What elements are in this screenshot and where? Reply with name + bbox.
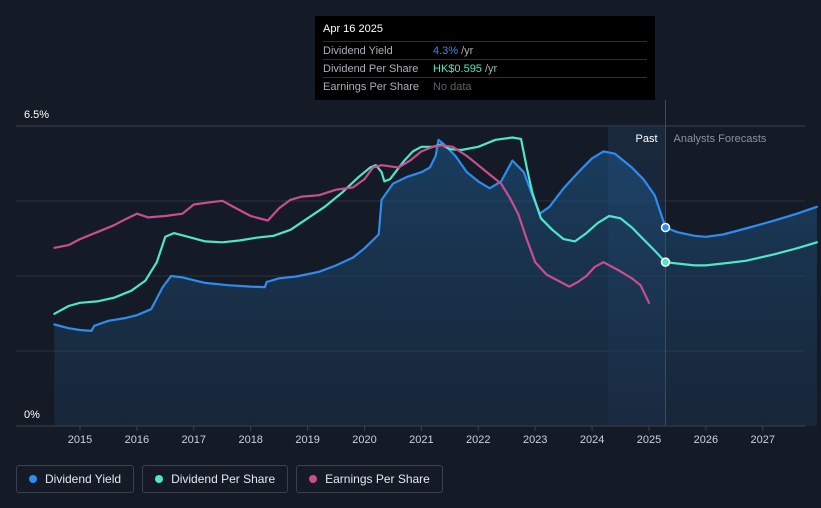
x-tick-label: 2026 (694, 434, 718, 446)
legend-label: Dividend Per Share (171, 472, 276, 486)
tooltip-value: 4.3% (433, 44, 459, 57)
x-tick-label: 2020 (352, 434, 376, 446)
y-axis-bottom-label: 0% (24, 409, 40, 421)
dividend-per-share-marker (660, 257, 671, 267)
tooltip-value: HK$0.595 (433, 62, 482, 75)
tooltip-row-earnings-per-share: Earnings Per Share No data (323, 77, 647, 95)
x-tick-label: 2015 (68, 434, 92, 446)
legend-label: Dividend Yield (45, 472, 122, 486)
dividend-yield-line (53, 138, 818, 332)
x-tick-label: 2018 (238, 434, 262, 446)
x-tick-label: 2016 (125, 434, 149, 446)
forecast-region-label: Analysts Forecasts (674, 133, 767, 145)
tooltip-label: Dividend Per Share (323, 62, 419, 75)
legend-item-dividend-yield[interactable]: Dividend Yield (16, 465, 135, 493)
x-tick-label: 2019 (295, 434, 319, 446)
tooltip-unit: /yr (461, 44, 474, 57)
tooltip-label: Dividend Yield (323, 44, 393, 57)
legend-dot-icon (29, 475, 37, 483)
x-tick-label: 2024 (580, 434, 604, 446)
y-axis-top-label: 6.5% (24, 109, 49, 121)
x-tick-label: 2023 (523, 434, 547, 446)
tooltip-row-dividend-per-share: Dividend Per Share HK$0.595 /yr (323, 59, 647, 77)
tooltip-value: No data (433, 80, 472, 93)
x-tick-label: 2021 (409, 434, 433, 446)
legend-item-dividend-per-share[interactable]: Dividend Per Share (142, 465, 289, 493)
legend-label: Earnings Per Share (325, 472, 430, 486)
legend-item-earnings-per-share[interactable]: Earnings Per Share (296, 465, 443, 493)
chart-legend: Dividend Yield Dividend Per Share Earnin… (16, 465, 443, 493)
tooltip-label: Earnings Per Share (323, 80, 419, 93)
legend-dot-icon (309, 475, 318, 483)
tooltip-unit: /yr (484, 62, 498, 75)
area-layer (54, 139, 817, 427)
hover-markers (660, 222, 671, 267)
dividend-yield-area (54, 139, 817, 427)
legend-dot-icon (155, 475, 164, 483)
past-region-label: Past (635, 133, 657, 145)
x-tick-label: 2027 (751, 434, 775, 446)
series-lines (53, 136, 818, 332)
x-tick-label: 2022 (466, 434, 490, 446)
x-tick-label: 2017 (182, 434, 206, 446)
tooltip-date: Apr 16 2025 (323, 23, 383, 35)
chart-tooltip: Apr 16 2025 Dividend Yield 4.3% /yr Divi… (315, 16, 655, 100)
x-tick-label: 2025 (637, 434, 661, 446)
dividend-yield-marker (660, 222, 671, 233)
earnings-per-share-line (53, 144, 651, 304)
tooltip-row-dividend-yield: Dividend Yield 4.3% /yr (323, 41, 647, 59)
x-axis-ticks: 2015 2016 2017 2018 2019 2020 2021 2022 2023 2024… (68, 426, 775, 446)
